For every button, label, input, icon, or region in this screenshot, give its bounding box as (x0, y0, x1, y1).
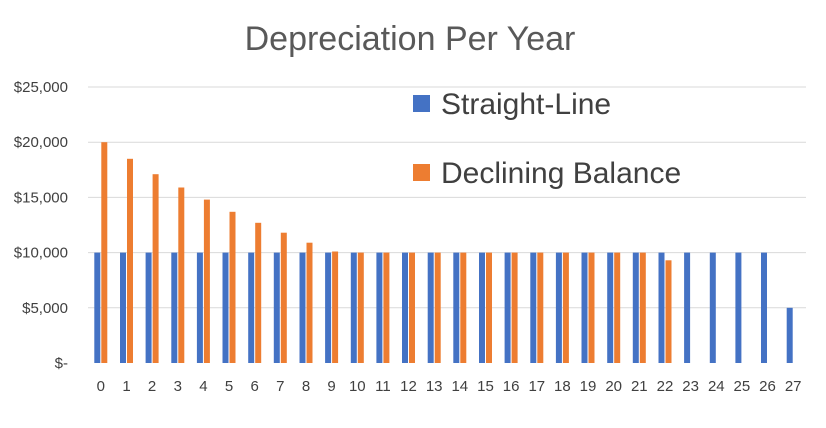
bar-declining-balance-15 (486, 252, 492, 363)
bar-straight-line-21 (632, 252, 639, 363)
bars (94, 142, 793, 363)
legend-label-straight-line: Straight-Line (441, 88, 611, 121)
legend-label-declining-balance: Declining Balance (441, 157, 681, 190)
bar-declining-balance-18 (562, 252, 569, 363)
x-tick-label: 23 (682, 378, 699, 395)
x-tick-label: 22 (657, 378, 674, 395)
y-tick-label: $- (55, 355, 68, 372)
bar-straight-line-26 (761, 252, 767, 363)
bar-declining-balance-3 (178, 187, 185, 363)
legend-swatch-declining-balance (413, 164, 430, 181)
bar-straight-line-1 (120, 252, 126, 363)
bar-declining-balance-11 (383, 252, 390, 363)
bar-declining-balance-12 (409, 252, 415, 363)
legend: Straight-Line Declining Balance (413, 88, 681, 190)
bar-straight-line-16 (504, 252, 511, 363)
y-tick-label: $20,000 (14, 134, 68, 151)
y-axis-ticks: $- $5,000 $10,000 $15,000 $20,000 $25,000 (14, 79, 68, 372)
y-tick-label: $5,000 (22, 300, 68, 317)
x-tick-label: 16 (503, 378, 520, 395)
x-tick-label: 19 (580, 378, 597, 395)
x-tick-label: 10 (349, 378, 366, 395)
x-tick-label: 17 (528, 378, 545, 395)
x-tick-label: 18 (554, 378, 571, 395)
bar-declining-balance-17 (537, 252, 544, 363)
bar-declining-balance-5 (229, 211, 236, 363)
x-tick-label: 1 (122, 378, 130, 395)
bar-straight-line-25 (735, 252, 742, 363)
x-tick-label: 20 (605, 378, 622, 395)
bar-straight-line-17 (530, 252, 537, 363)
bar-straight-line-10 (350, 252, 357, 363)
bar-straight-line-12 (402, 252, 408, 363)
x-tick-label: 21 (631, 378, 648, 395)
bar-declining-balance-22 (665, 260, 672, 363)
x-tick-label: 9 (327, 378, 335, 395)
bar-straight-line-24 (709, 252, 716, 363)
bar-declining-balance-20 (614, 252, 621, 363)
x-tick-label: 7 (276, 378, 284, 395)
x-tick-label: 15 (477, 378, 494, 395)
x-tick-label: 27 (785, 378, 802, 395)
bar-straight-line-19 (581, 252, 588, 363)
x-tick-label: 6 (251, 378, 259, 395)
bar-declining-balance-10 (357, 252, 364, 363)
bar-straight-line-14 (453, 252, 460, 363)
y-tick-label: $15,000 (14, 189, 68, 206)
bar-straight-line-13 (427, 252, 434, 363)
bar-declining-balance-7 (280, 232, 287, 363)
x-tick-label: 4 (199, 378, 207, 395)
bar-declining-balance-14 (460, 252, 467, 363)
bar-declining-balance-6 (255, 222, 262, 363)
x-tick-label: 5 (225, 378, 233, 395)
bar-straight-line-11 (376, 252, 383, 363)
bar-straight-line-4 (196, 252, 203, 363)
bar-declining-balance-4 (203, 199, 210, 363)
legend-swatch-straight-line (413, 95, 430, 112)
x-tick-label: 13 (426, 378, 443, 395)
x-tick-label: 25 (734, 378, 751, 395)
y-tick-label: $25,000 (14, 79, 68, 96)
x-tick-label: 26 (759, 378, 776, 395)
y-tick-label: $10,000 (14, 245, 68, 262)
x-tick-label: 12 (400, 378, 417, 395)
x-tick-label: 3 (174, 378, 182, 395)
bar-straight-line-27 (786, 307, 793, 363)
bar-declining-balance-13 (434, 252, 441, 363)
bar-declining-balance-19 (588, 252, 595, 363)
x-tick-label: 14 (451, 378, 468, 395)
x-tick-label: 0 (97, 378, 105, 395)
bar-straight-line-20 (607, 252, 614, 363)
bar-declining-balance-9 (332, 251, 339, 363)
chart-title: Depreciation Per Year (245, 20, 576, 58)
bar-straight-line-18 (555, 252, 562, 363)
bar-declining-balance-21 (639, 252, 646, 363)
bar-straight-line-2 (145, 252, 152, 363)
x-tick-label: 2 (148, 378, 156, 395)
bar-declining-balance-1 (127, 158, 133, 363)
bar-straight-line-0 (94, 252, 101, 363)
bar-straight-line-5 (222, 252, 229, 363)
bar-straight-line-7 (273, 252, 280, 363)
bar-declining-balance-8 (306, 242, 313, 363)
bar-straight-line-6 (248, 252, 255, 363)
x-axis-ticks: 0 1 2 3 4 5 6 7 8 9 10 11 12 13 14 15 16 17 18 19 20 21 22 23 24… (97, 378, 802, 395)
x-tick-label: 24 (708, 378, 725, 395)
bar-straight-line-9 (325, 252, 332, 363)
x-tick-label: 11 (375, 378, 391, 395)
bar-straight-line-23 (684, 252, 691, 363)
bar-straight-line-15 (479, 252, 485, 363)
x-tick-label: 8 (302, 378, 310, 395)
bar-declining-balance-2 (152, 174, 159, 363)
bar-declining-balance-0 (101, 142, 108, 363)
bar-declining-balance-16 (511, 252, 518, 363)
bar-straight-line-8 (299, 252, 306, 363)
bar-straight-line-3 (171, 252, 178, 363)
bar-straight-line-22 (658, 252, 665, 363)
